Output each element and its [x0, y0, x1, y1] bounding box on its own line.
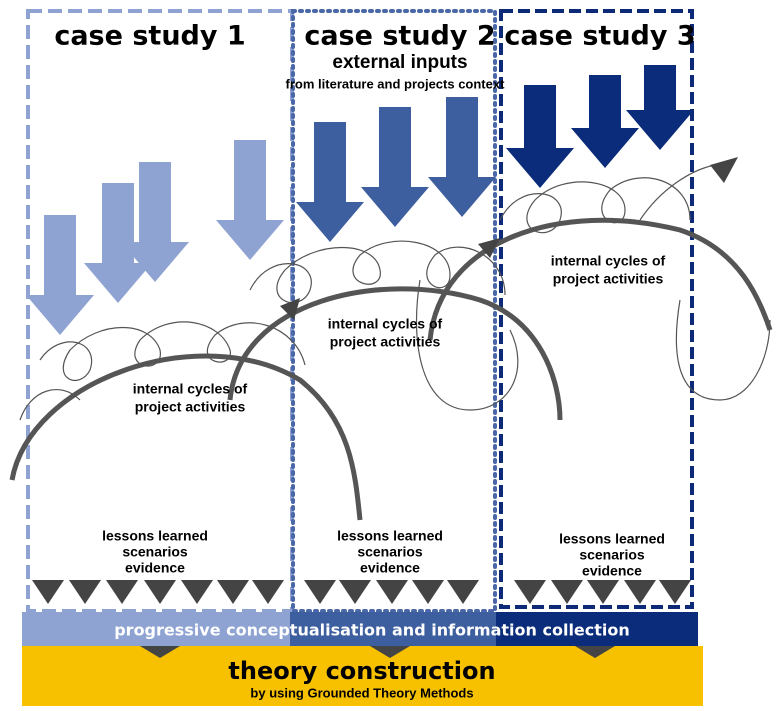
- inputs-subtitle: from literature and projects context: [286, 76, 506, 91]
- result-box: [22, 646, 703, 706]
- output-arrow: [106, 580, 138, 604]
- bar-segment: [22, 612, 290, 646]
- output-arrow: [181, 580, 213, 604]
- output-arrow: [659, 580, 691, 604]
- output-arrow: [32, 580, 64, 604]
- output-arrow: [339, 580, 371, 604]
- inputs-title: external inputs: [332, 52, 467, 73]
- outcome-label: scenarios: [357, 544, 423, 560]
- outcome-label: lessons learned: [102, 528, 208, 544]
- cycle-spirals: [9, 164, 773, 521]
- bar-segment: [496, 612, 698, 646]
- output-arrow: [69, 580, 101, 604]
- bar-arrows: [140, 646, 615, 658]
- output-arrow: [144, 580, 176, 604]
- output-arrow: [514, 580, 546, 604]
- outcome-label: evidence: [582, 563, 642, 579]
- result-subtitle: by using Grounded Theory Methods: [250, 685, 473, 700]
- bar-label: progressive conceptualisation and inform…: [114, 621, 630, 640]
- case-title: case study 3: [504, 21, 695, 52]
- cycle-label: project activities: [135, 399, 246, 415]
- output-arrow: [551, 580, 583, 604]
- case-title: case study 2: [304, 21, 495, 52]
- outcome-label: scenarios: [122, 544, 188, 560]
- output-arrow: [587, 580, 619, 604]
- outcome-label: evidence: [125, 560, 185, 576]
- outcome-label: evidence: [360, 560, 420, 576]
- cycle-arrowheads: [280, 157, 738, 320]
- outcome-label: scenarios: [579, 547, 645, 563]
- cycle-label: project activities: [553, 271, 664, 287]
- output-arrow: [412, 580, 444, 604]
- output-arrow: [252, 580, 284, 604]
- cycle-label: internal cycles of: [551, 253, 666, 269]
- outcome-label: lessons learned: [337, 528, 443, 544]
- bar-segment: [290, 612, 496, 646]
- output-arrow: [304, 580, 336, 604]
- output-arrow: [624, 580, 656, 604]
- output-arrow: [447, 580, 479, 604]
- outcome-label: lessons learned: [559, 531, 665, 547]
- output-arrow: [217, 580, 249, 604]
- output-arrows: [32, 580, 691, 604]
- cycle-label: internal cycles of: [328, 316, 443, 332]
- case-title: case study 1: [54, 21, 245, 52]
- cycle-label: internal cycles of: [133, 381, 248, 397]
- cycle-label: project activities: [330, 334, 441, 350]
- output-arrow: [376, 580, 408, 604]
- result-title: theory construction: [228, 657, 495, 685]
- input-arrows: [26, 65, 694, 335]
